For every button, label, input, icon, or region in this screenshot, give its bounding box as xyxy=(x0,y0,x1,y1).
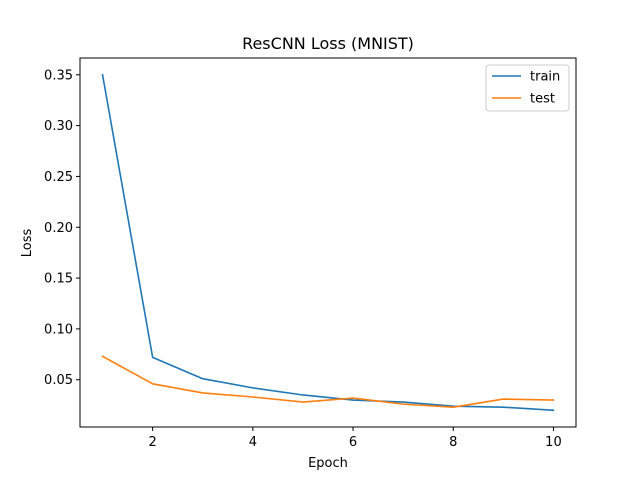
y-tick-label: 0.05 xyxy=(44,373,73,388)
y-tick-label: 0.30 xyxy=(44,119,73,134)
y-tick-label: 0.35 xyxy=(44,68,73,83)
plot-frame xyxy=(79,57,577,428)
series-line-train xyxy=(101,73,555,412)
chart-title: ResCNN Loss (MNIST) xyxy=(242,34,414,53)
x-tick-label: 6 xyxy=(349,435,357,450)
x-tick-label: 8 xyxy=(449,435,457,450)
x-axis-title: Epoch xyxy=(308,456,348,471)
x-tick-label: 2 xyxy=(149,435,157,450)
legend-label-train: train xyxy=(530,70,560,85)
y-axis-title: Loss xyxy=(20,229,35,258)
series-layer xyxy=(101,73,555,412)
y-tick-label: 0.10 xyxy=(44,322,73,337)
x-tick-label: 4 xyxy=(249,435,257,450)
y-axis: 0.05 0.10 0.15 0.20 0.25 0.30 0.35 xyxy=(44,68,80,388)
plot-area xyxy=(79,57,577,428)
legend-label-test: test xyxy=(530,92,555,107)
y-tick-label: 0.20 xyxy=(44,221,73,236)
y-tick-label: 0.25 xyxy=(44,170,73,185)
x-axis: 2 4 6 8 10 xyxy=(149,427,562,450)
legend-items: train test xyxy=(492,70,560,107)
series-line-test xyxy=(101,355,555,408)
x-tick-label: 10 xyxy=(545,435,562,450)
legend: train test xyxy=(485,64,570,112)
y-tick-label: 0.15 xyxy=(44,272,73,287)
